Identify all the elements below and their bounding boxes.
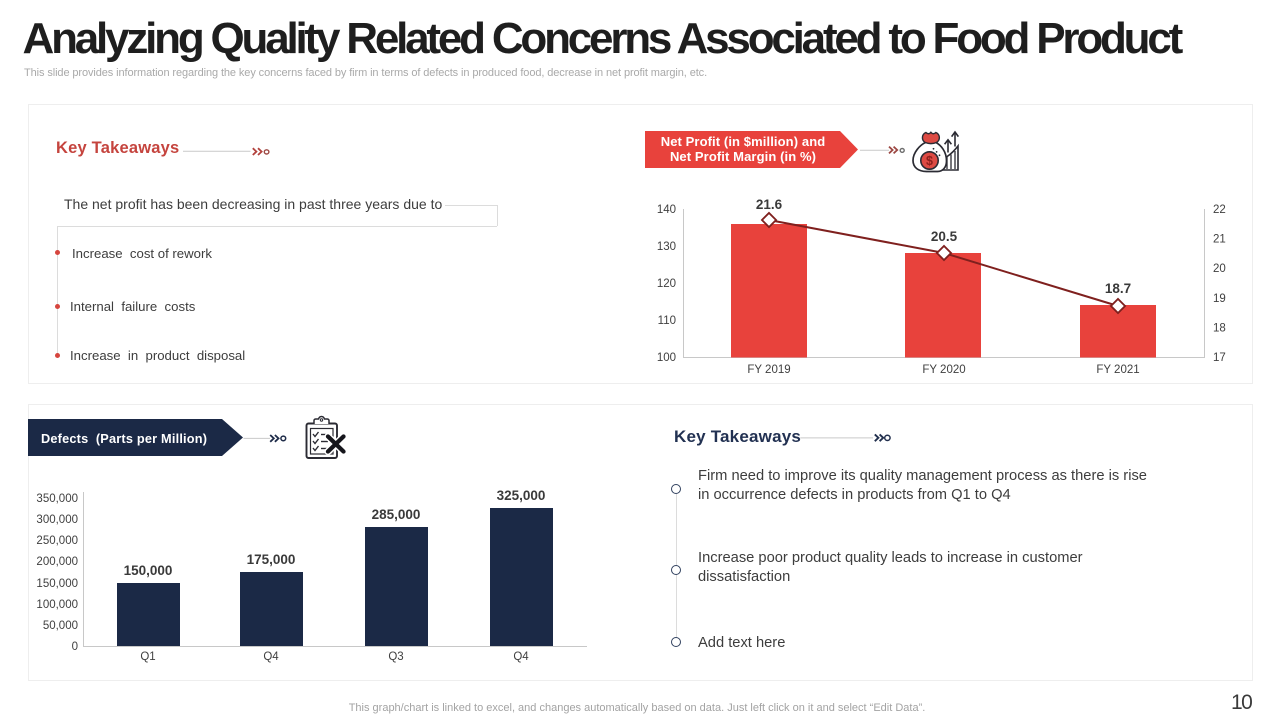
svg-text:FY 2021: FY 2021 xyxy=(1096,364,1139,376)
svg-text:130: 130 xyxy=(657,241,676,253)
svg-text:100,000: 100,000 xyxy=(36,599,78,611)
svg-text:FY 2020: FY 2020 xyxy=(922,364,965,376)
svg-text:150,000: 150,000 xyxy=(36,578,78,590)
svg-text:20.5: 20.5 xyxy=(931,229,958,244)
svg-text:175,000: 175,000 xyxy=(247,552,296,567)
svg-text:18: 18 xyxy=(1213,322,1226,334)
svg-text:150,000: 150,000 xyxy=(124,563,173,578)
svg-text:17: 17 xyxy=(1213,352,1226,364)
svg-text:18.7: 18.7 xyxy=(1105,281,1131,296)
svg-text:19: 19 xyxy=(1213,293,1226,305)
svg-text:0: 0 xyxy=(72,641,78,653)
svg-text:325,000: 325,000 xyxy=(497,488,546,503)
svg-text:Q4: Q4 xyxy=(263,651,279,663)
svg-text:300,000: 300,000 xyxy=(36,514,78,526)
svg-text:21: 21 xyxy=(1213,234,1226,246)
svg-text:Q3: Q3 xyxy=(388,651,403,663)
svg-text:21.6: 21.6 xyxy=(756,197,783,212)
svg-text:$: $ xyxy=(926,154,933,168)
svg-text:120: 120 xyxy=(657,278,676,290)
svg-text:285,000: 285,000 xyxy=(372,507,421,522)
svg-text:200,000: 200,000 xyxy=(36,556,78,568)
svg-text:110: 110 xyxy=(658,315,676,327)
svg-text:20: 20 xyxy=(1213,263,1226,275)
svg-text:Q1: Q1 xyxy=(140,651,155,663)
svg-text:140: 140 xyxy=(657,204,676,216)
svg-text:22: 22 xyxy=(1213,204,1226,216)
svg-text:50,000: 50,000 xyxy=(43,620,78,632)
svg-text:350,000: 350,000 xyxy=(36,493,78,505)
svg-text:FY 2019: FY 2019 xyxy=(747,364,790,376)
svg-text:250,000: 250,000 xyxy=(36,535,78,547)
svg-text:100: 100 xyxy=(657,352,676,364)
svg-text:Q4: Q4 xyxy=(513,651,529,663)
